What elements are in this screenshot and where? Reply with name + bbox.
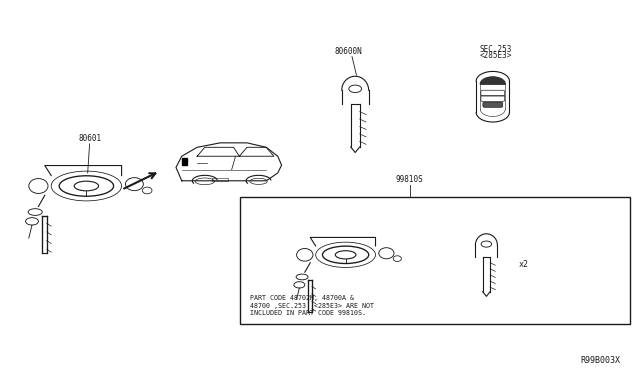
- Wedge shape: [481, 77, 506, 84]
- Text: 99810S: 99810S: [396, 175, 424, 184]
- Bar: [240, 197, 630, 324]
- Text: 48700 ,SEC.253  <285E3> ARE NOT: 48700 ,SEC.253 <285E3> ARE NOT: [250, 303, 374, 309]
- Text: 80601: 80601: [78, 134, 101, 143]
- Text: 80600N: 80600N: [335, 47, 363, 56]
- Text: x2: x2: [518, 260, 529, 269]
- Text: <285E3>: <285E3>: [480, 51, 512, 60]
- FancyBboxPatch shape: [483, 102, 502, 107]
- Text: PART CODE 48702M, 48700A &: PART CODE 48702M, 48700A &: [250, 295, 354, 301]
- Text: INCLUDED IN PART CODE 99810S.: INCLUDED IN PART CODE 99810S.: [250, 310, 365, 316]
- Text: R99B003X: R99B003X: [581, 356, 621, 365]
- Bar: [182, 158, 187, 165]
- Bar: [212, 178, 228, 181]
- Text: SEC.253: SEC.253: [480, 45, 512, 54]
